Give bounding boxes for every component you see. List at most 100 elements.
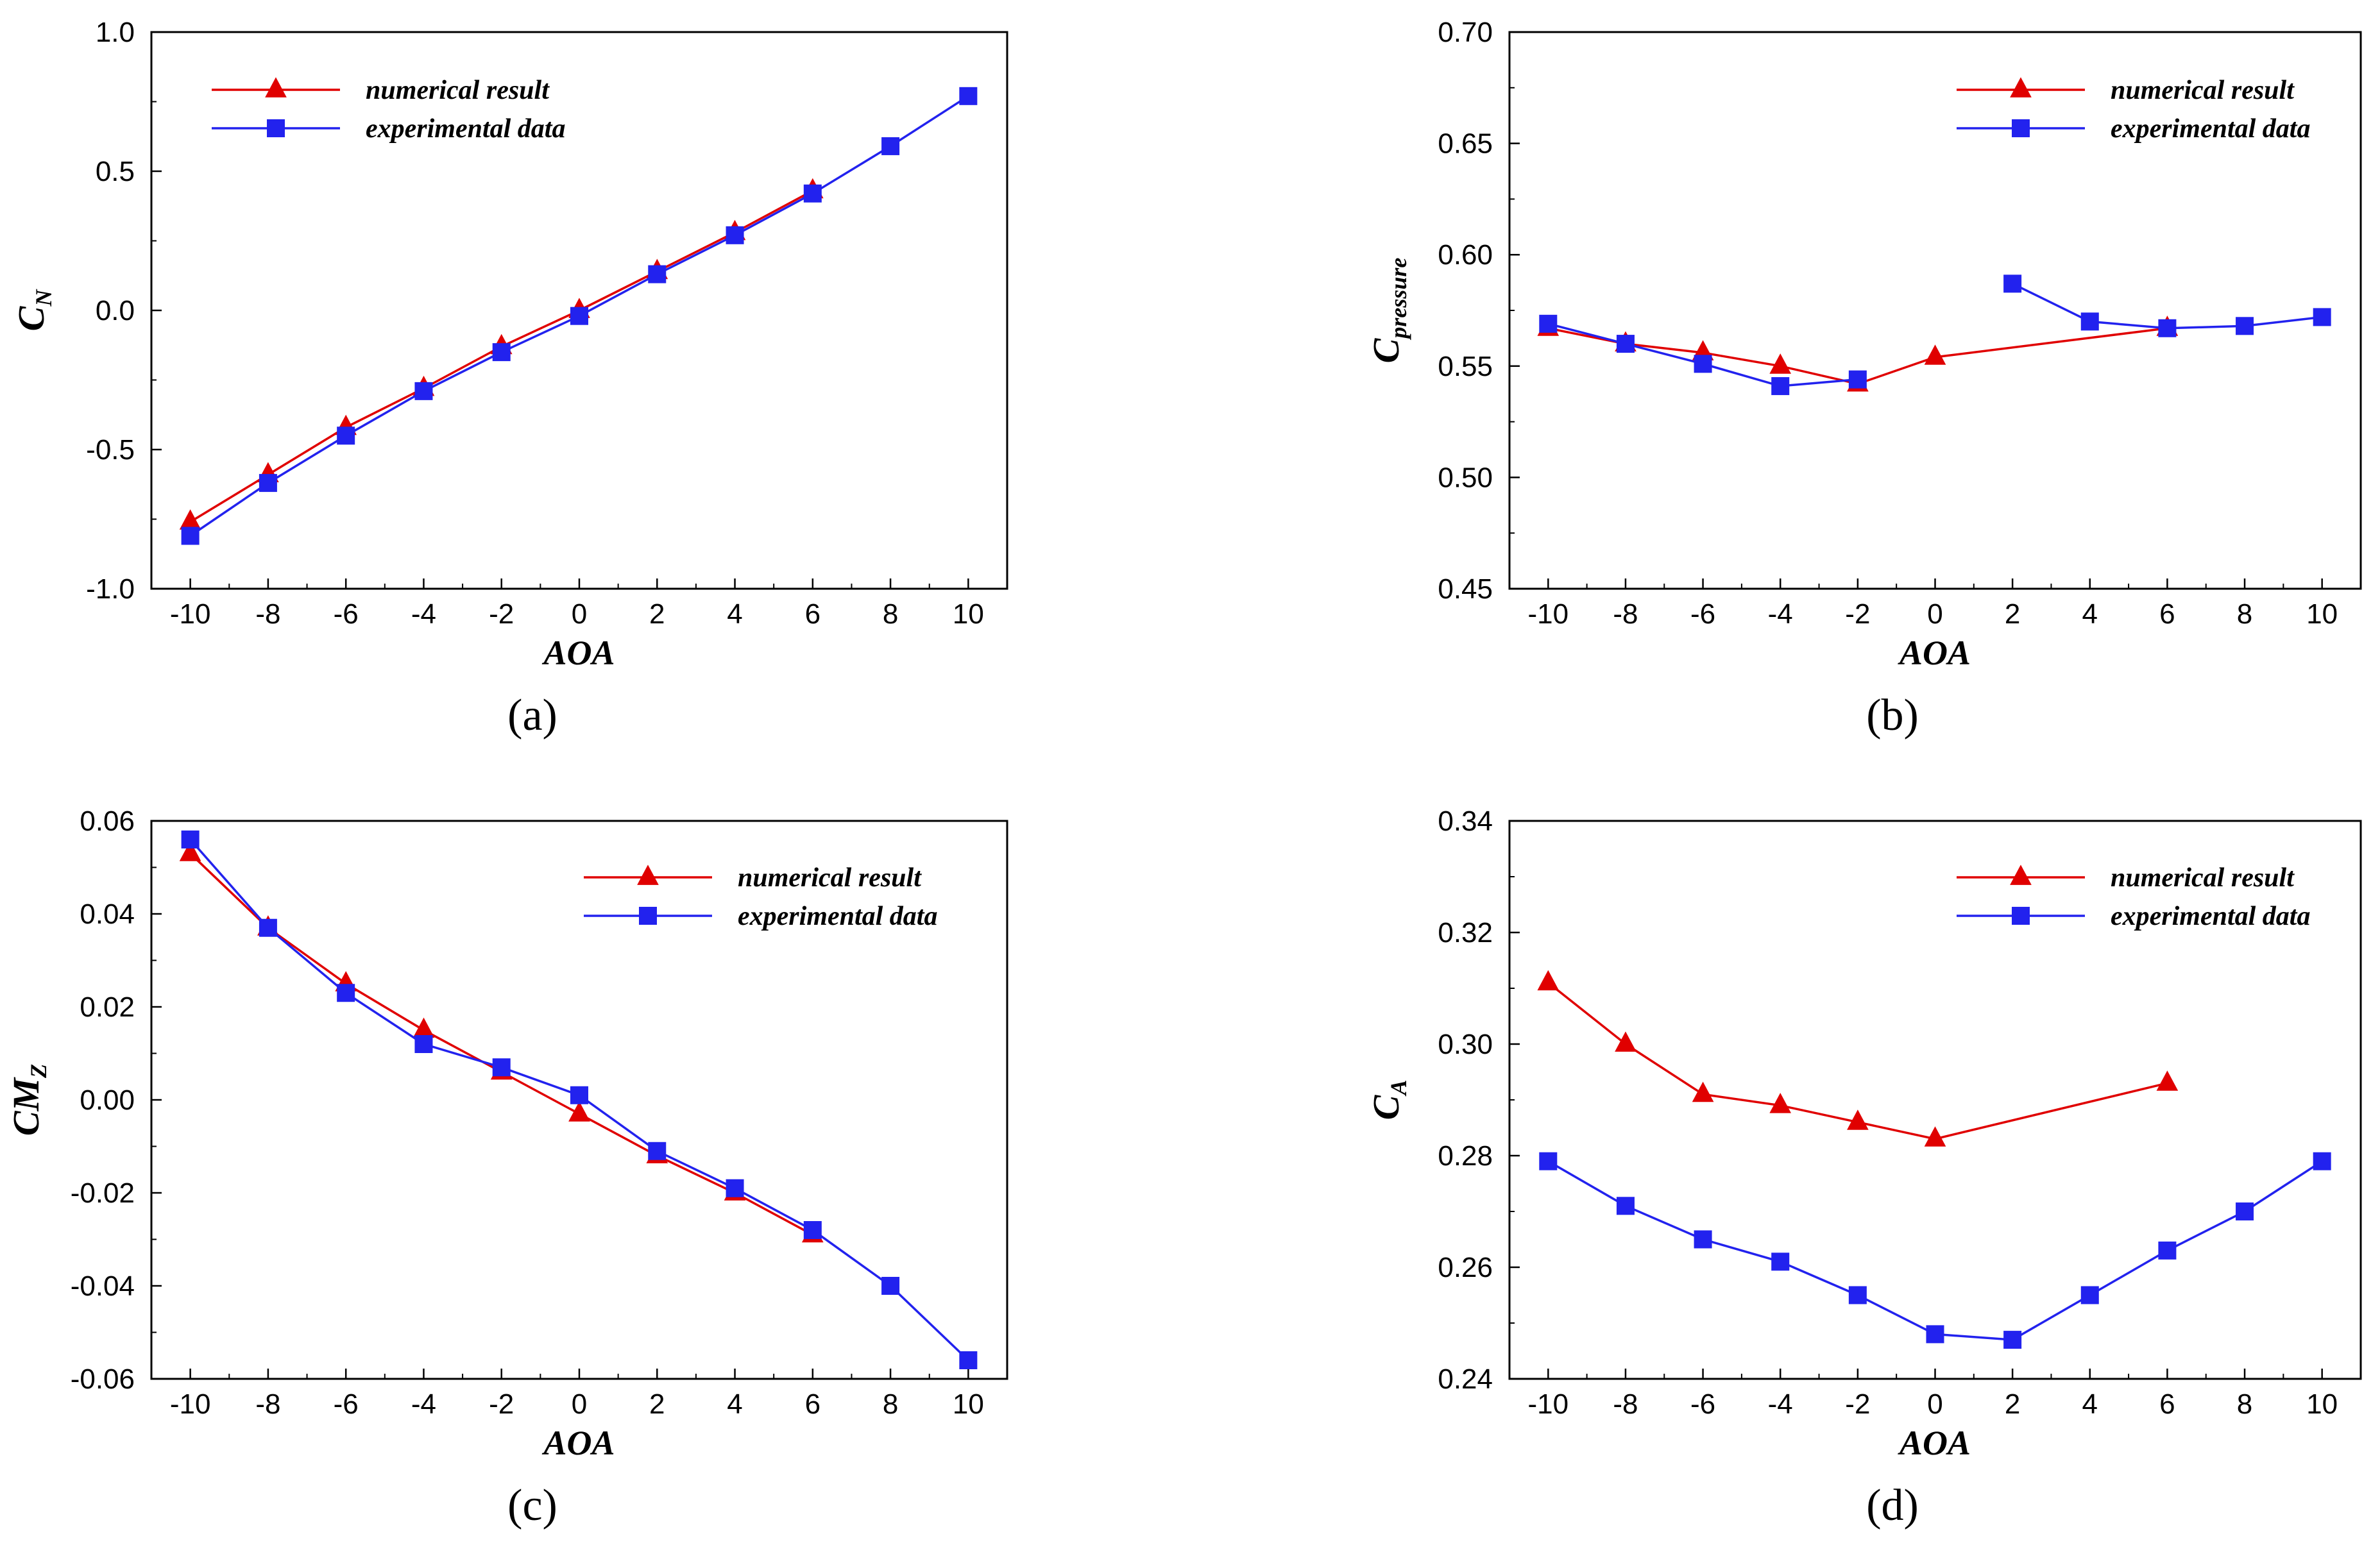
y-tick-label: 0.5 [96,156,135,187]
data-point-experimental [414,382,433,400]
data-point-experimental [259,918,277,937]
x-tick-label: 2 [2005,1388,2020,1420]
chart-panel-2: -10 -8 -6 -4 -2 0 2 4 6 8 10 0.45 0.50 0.55 0.60 0.65 0.… [1365,17,2362,740]
legend-marker-experimental [2012,119,2030,137]
legend-label-experimental: experimental data [2111,902,2310,931]
data-point-numerical [1769,353,1792,374]
y-axis-title-main: C [10,305,52,331]
data-point-experimental [1539,1152,1558,1170]
data-point-experimental [570,307,588,325]
data-point-experimental [2080,1286,2099,1304]
data-point-experimental [1848,370,1867,389]
data-point-experimental [2080,312,2099,331]
data-point-experimental [2236,1202,2254,1220]
x-tick-label: -6 [1690,598,1715,630]
x-tick-label: 10 [2306,598,2338,630]
x-tick-label: 2 [649,1388,665,1420]
x-tick-label: -2 [1845,1388,1870,1420]
panel-label: (c) [507,1481,557,1530]
x-tick-label: -10 [1528,598,1569,630]
y-tick-label: 0.70 [1438,17,1493,48]
data-point-numerical [1847,1109,1869,1130]
x-tick-label: 2 [649,598,665,630]
series-line-experimental [1547,1160,2323,1341]
data-point-experimental [648,265,667,283]
legend: numerical result experimental data [1957,76,2310,144]
x-tick-label: -4 [1768,598,1793,630]
data-point-numerical [1615,1031,1636,1052]
series-numerical [1537,970,2179,1147]
data-point-experimental [1848,1286,1867,1304]
legend-marker-experimental [2012,907,2030,925]
data-point-experimental [337,426,355,445]
data-point-experimental [570,1086,588,1104]
data-point-experimental [803,184,822,203]
x-tick-label: -6 [1690,1388,1715,1420]
x-axis-title: AOA [541,634,615,672]
data-point-numerical [568,1101,590,1122]
x-tick-label: -10 [1528,1388,1569,1420]
chart-panel-3: -10 -8 -6 -4 -2 0 2 4 6 8 10 -0.06 -0.04 -0.02 0.00 0.0… [5,806,1008,1530]
y-tick-label: 0.50 [1438,462,1493,493]
data-point-numerical [2156,1070,2179,1091]
data-point-experimental [1539,314,1558,333]
data-point-experimental [337,984,355,1002]
data-point-experimental [881,137,900,155]
legend-label-numerical: numerical result [2111,76,2295,105]
legend-marker-numerical [265,77,287,97]
x-tick-label: -4 [1768,1388,1793,1420]
series-experimental [181,87,978,545]
x-tick-label: -2 [1845,598,1870,630]
legend-marker-experimental [639,907,657,925]
data-point-experimental [959,87,978,105]
x-tick-label: -10 [170,598,211,630]
x-tick-label: -8 [255,1388,280,1420]
y-tick-label: 0.04 [80,898,135,930]
y-tick-label: 0.06 [80,806,135,837]
data-point-experimental [1616,1197,1635,1215]
y-axis-title-main: C [1365,1094,1407,1120]
y-tick-label: 0.0 [96,295,135,326]
data-point-experimental [726,1179,744,1197]
legend: numerical result experimental data [1957,863,2310,931]
y-tick-label: 1.0 [96,17,135,48]
legend-marker-numerical [2010,865,2032,885]
x-axis-title: AOA [1898,1424,1971,1462]
legend-label-numerical: numerical result [366,76,550,105]
data-point-experimental [1771,377,1790,396]
x-tick-label: 6 [805,1388,820,1420]
data-point-experimental [2313,308,2331,326]
x-tick-label: 8 [2237,1388,2252,1420]
y-tick-label: 0.00 [80,1084,135,1116]
x-tick-label: -10 [170,1388,211,1420]
y-tick-label: 0.02 [80,991,135,1023]
data-point-numerical [179,509,201,530]
series-experimental [181,831,978,1369]
y-axis-title: CA [1365,1080,1411,1120]
data-point-numerical [1924,1126,1946,1147]
data-point-numerical [1924,344,1946,365]
panel-label: (b) [1866,691,1919,740]
data-point-experimental [492,1058,511,1077]
legend-label-experimental: experimental data [366,114,565,144]
data-point-experimental [726,226,744,244]
y-tick-label: -0.02 [71,1177,135,1209]
x-tick-label: -4 [411,598,436,630]
y-axis-title-main: CM [5,1076,47,1136]
data-point-experimental [259,474,277,493]
x-tick-label: 0 [572,1388,587,1420]
x-axis-title: AOA [541,1424,615,1462]
x-tick-label: 4 [727,598,742,630]
series-line-numerical [189,852,813,1236]
legend: numerical result experimental data [212,76,565,144]
x-tick-label: 0 [572,598,587,630]
legend-marker-numerical [2010,77,2032,97]
data-point-experimental [492,343,511,362]
data-point-numerical [412,1017,435,1038]
x-tick-label: 2 [2005,598,2020,630]
data-point-experimental [2158,1241,2177,1260]
x-tick-label: 8 [883,598,898,630]
x-tick-label: 8 [883,1388,898,1420]
panel-label: (a) [507,691,557,740]
